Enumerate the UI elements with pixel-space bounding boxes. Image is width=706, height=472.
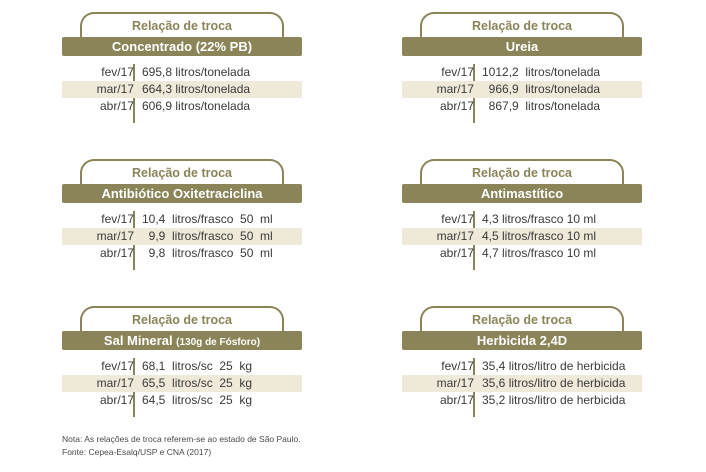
source-line: Fonte: Cepea-Esalq/USP e CNA (2017) — [62, 447, 212, 457]
card-title: Concentrado (22% PB) — [62, 37, 302, 56]
table-row: fev/17 695,8 litros/tonelada — [62, 64, 302, 81]
card-tab-label: Relação de troca — [80, 306, 284, 332]
card-title: Ureia — [402, 37, 642, 56]
table-row: mar/17 966,9 litros/tonelada — [402, 81, 642, 98]
table-row: fev/17 10,4 litros/frasco 50 ml — [62, 211, 302, 228]
card-tab-label: Relação de troca — [420, 306, 624, 332]
month-cell: fev/17 — [441, 65, 474, 79]
card-tab-label: Relação de troca — [80, 12, 284, 38]
table-row: abr/17 606,9 litros/tonelada — [62, 98, 302, 115]
value-cell: 867,9 litros/tonelada — [482, 99, 601, 113]
value-cell: 64,5 litros/sc 25 kg — [142, 393, 253, 407]
card-title-text: Ureia — [505, 39, 539, 54]
month-cell: abr/17 — [439, 246, 474, 260]
value-cell: 606,9 litros/tonelada — [142, 99, 251, 113]
table-row: mar/17 4,5 litros/frasco 10 ml — [402, 228, 642, 245]
month-cell: abr/17 — [439, 393, 474, 407]
card-tab-label: Relação de troca — [420, 12, 624, 38]
footnote: Nota: As relações de troca referem-se ao… — [62, 434, 301, 444]
month-cell: mar/17 — [96, 229, 134, 243]
value-cell: 4,5 litros/frasco 10 ml — [482, 229, 597, 243]
card-title-text: Herbicida 2,4D — [476, 333, 568, 348]
table-row: mar/17 664,3 litros/tonelada — [62, 81, 302, 98]
value-cell: 35,2 litros/litro de herbicida — [482, 393, 626, 407]
card-title-text: Antimastítico — [480, 186, 564, 201]
card-title: Sal Mineral (130g de Fósforo) — [62, 331, 302, 350]
table-row: mar/17 9,9 litros/frasco 50 ml — [62, 228, 302, 245]
table-row: abr/17 9,8 litros/frasco 50 ml — [62, 245, 302, 262]
value-cell: 68,1 litros/sc 25 kg — [142, 359, 253, 373]
value-cell: 1012,2 litros/tonelada — [482, 65, 601, 79]
table-row: fev/17 68,1 litros/sc 25 kg — [62, 358, 302, 375]
month-cell: mar/17 — [436, 82, 474, 96]
month-cell: abr/17 — [99, 246, 134, 260]
card-title-text: Concentrado (22% PB) — [111, 39, 253, 54]
value-cell: 35,6 litros/litro de herbicida — [482, 376, 626, 390]
card-title: Herbicida 2,4D — [402, 331, 642, 350]
table-row: abr/17 35,2 litros/litro de herbicida — [402, 392, 642, 409]
month-cell: mar/17 — [436, 229, 474, 243]
month-cell: abr/17 — [99, 393, 134, 407]
value-cell: 4,7 litros/frasco 10 ml — [482, 246, 597, 260]
month-cell: fev/17 — [101, 65, 134, 79]
month-cell: mar/17 — [96, 376, 134, 390]
value-cell: 9,8 litros/frasco 50 ml — [142, 246, 273, 260]
value-cell: 695,8 litros/tonelada — [142, 65, 251, 79]
table-row: abr/17 4,7 litros/frasco 10 ml — [402, 245, 642, 262]
table-row: mar/17 65,5 litros/sc 25 kg — [62, 375, 302, 392]
month-cell: abr/17 — [439, 99, 474, 113]
month-cell: abr/17 — [99, 99, 134, 113]
value-cell: 9,9 litros/frasco 50 ml — [142, 229, 273, 243]
card-title-text: Antibiótico Oxitetraciclina — [101, 186, 263, 201]
card-subtitle: (130g de Fósforo) — [176, 337, 261, 348]
table-row: fev/17 1012,2 litros/tonelada — [402, 64, 642, 81]
value-cell: 35,4 litros/litro de herbicida — [482, 359, 626, 373]
value-cell: 10,4 litros/frasco 50 ml — [142, 212, 273, 226]
month-cell: fev/17 — [441, 359, 474, 373]
month-cell: mar/17 — [436, 376, 474, 390]
table-row: fev/17 4,3 litros/frasco 10 ml — [402, 211, 642, 228]
table-row: abr/17 867,9 litros/tonelada — [402, 98, 642, 115]
card-tab-label: Relação de troca — [80, 159, 284, 185]
table-row: abr/17 64,5 litros/sc 25 kg — [62, 392, 302, 409]
month-cell: mar/17 — [96, 82, 134, 96]
value-cell: 664,3 litros/tonelada — [142, 82, 251, 96]
value-cell: 65,5 litros/sc 25 kg — [142, 376, 253, 390]
table-row: mar/17 35,6 litros/litro de herbicida — [402, 375, 642, 392]
table-row: fev/17 35,4 litros/litro de herbicida — [402, 358, 642, 375]
value-cell: 966,9 litros/tonelada — [482, 82, 601, 96]
month-cell: fev/17 — [101, 212, 134, 226]
value-cell: 4,3 litros/frasco 10 ml — [482, 212, 597, 226]
month-cell: fev/17 — [441, 212, 474, 226]
card-title: Antibiótico Oxitetraciclina — [62, 184, 302, 203]
card-tab-label: Relação de troca — [420, 159, 624, 185]
month-cell: fev/17 — [101, 359, 134, 373]
card-title-text: Sal Mineral — [103, 333, 177, 348]
card-title: Antimastítico — [402, 184, 642, 203]
